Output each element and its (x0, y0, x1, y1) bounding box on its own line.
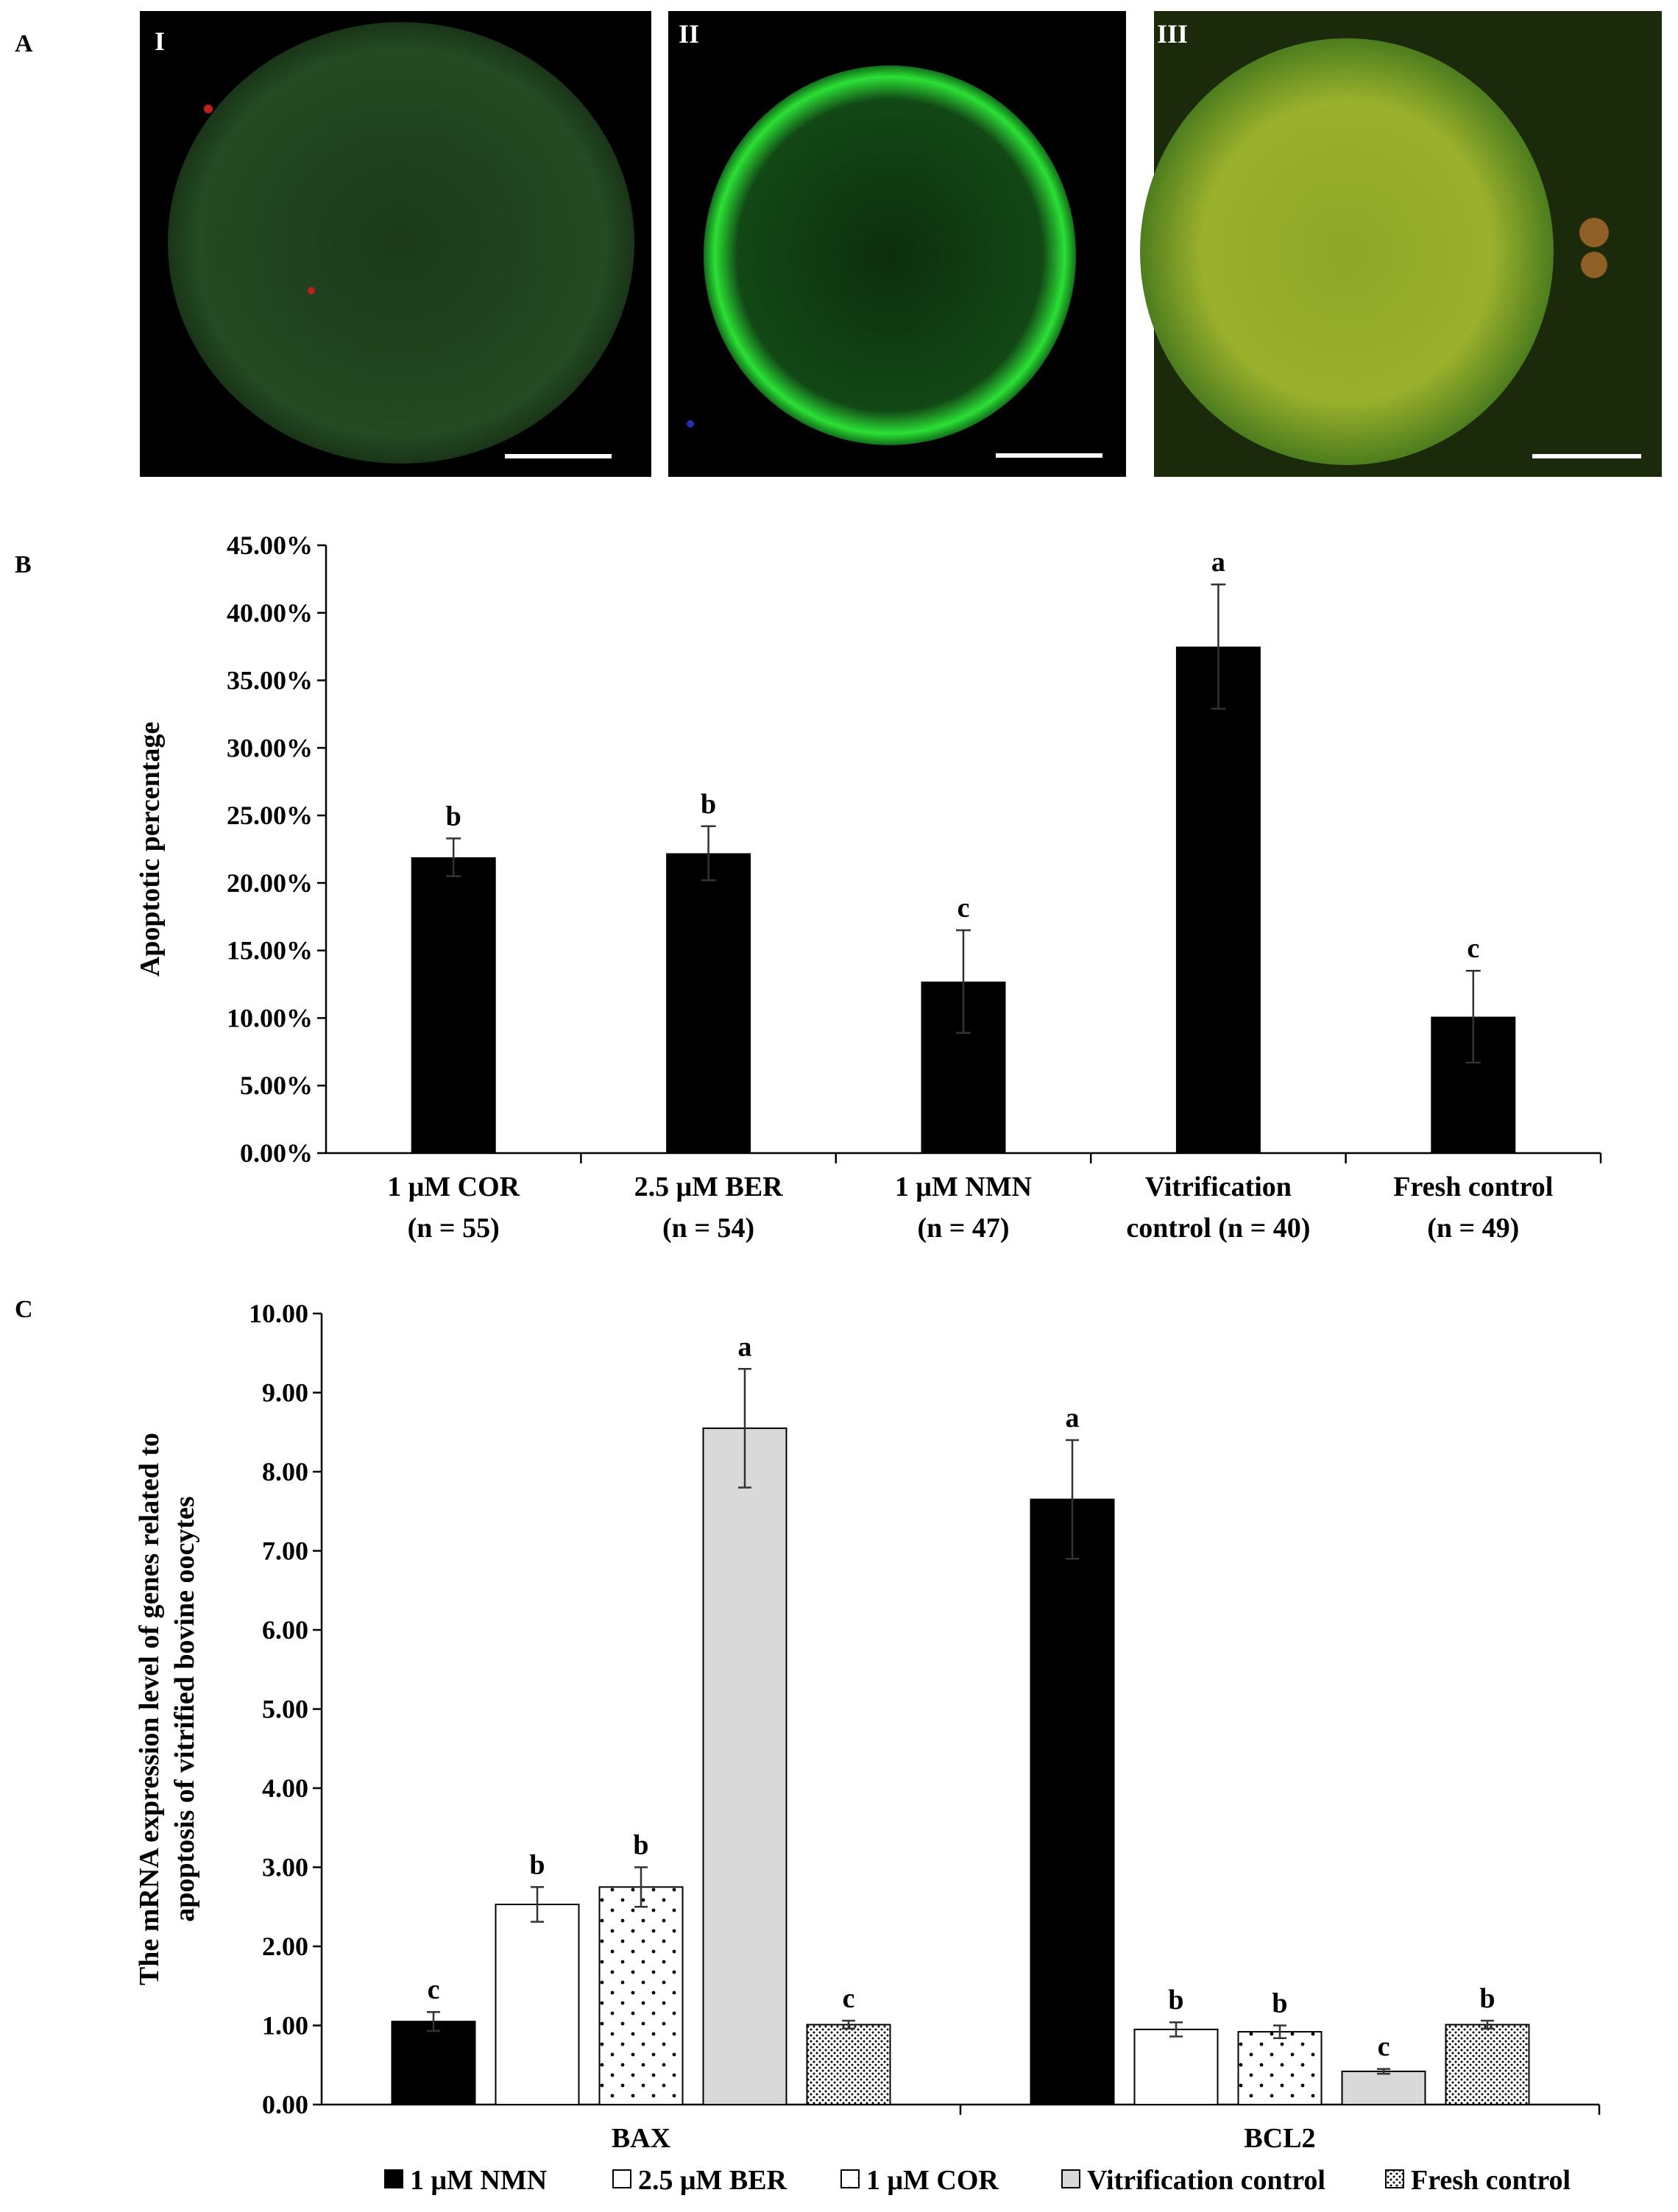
y-tick-label-b: 25.00% (227, 801, 313, 830)
x-category-label-b: (n = 49) (1427, 1213, 1519, 1244)
y-tick-label-b: 15.00% (227, 936, 313, 965)
x-category-label-b: (n = 54) (662, 1213, 754, 1244)
y-tick-label-b: 5.00% (240, 1071, 313, 1100)
bar-b (1175, 646, 1261, 1153)
legend-swatch (1061, 2169, 1080, 2188)
y-tick-label-c: 5.00 (262, 1695, 308, 1724)
bar-c (1445, 2024, 1530, 2106)
micrograph-ii: II (668, 11, 1126, 477)
significance-letter-b: b (701, 789, 716, 820)
micrograph-label-iii: III (1157, 19, 1188, 49)
y-tick-label-c: 10.00 (249, 1299, 308, 1328)
x-category-label-b: Vitrification (1145, 1171, 1292, 1202)
scale-bar-ii (996, 453, 1102, 458)
x-category-label-c: BAX (612, 2123, 670, 2154)
x-category-label-b: Fresh control (1393, 1171, 1553, 1202)
significance-letter-c: c (428, 1974, 440, 2005)
y-tick-label-c: 1.00 (262, 2011, 308, 2041)
x-category-label-b: control (n = 40) (1126, 1213, 1310, 1244)
y-tick-label-c: 3.00 (262, 1853, 308, 1882)
legend-swatch (1385, 2169, 1404, 2188)
bar-c (702, 1427, 787, 2105)
y-axis-title-c: The mRNA expression level of genes relat… (134, 1433, 165, 1985)
micrograph-iii: III (1140, 11, 1662, 477)
significance-letter-c: b (1168, 1985, 1183, 2016)
oocyte-i (168, 22, 634, 464)
bar-c (598, 1886, 684, 2105)
chart-b: 0.00% 5.00% 10.00% 15.00% 20.00% 25.00% 30.00%… (135, 531, 1602, 1244)
panel-label-a: A (15, 30, 33, 57)
bar-c (1341, 2070, 1426, 2106)
y-axis-title-b: Apoptotic percentage (135, 722, 166, 977)
micrograph-label-i: I (155, 26, 165, 56)
legend-label: 1 μM COR (866, 2165, 999, 2196)
micrograph-i: I (140, 11, 651, 477)
panel-label-b: B (15, 551, 32, 578)
significance-letter-c: b (633, 1830, 648, 1861)
x-category-label-b: 2.5 μM BER (634, 1171, 784, 1202)
significance-letter-c: c (1378, 2032, 1390, 2063)
bar-c (391, 2021, 476, 2105)
bar-c (1237, 2031, 1323, 2106)
legend-label: Fresh control (1411, 2165, 1571, 2196)
significance-letter-c: c (843, 1983, 855, 2014)
y-tick-label-c: 0.00 (262, 2090, 308, 2119)
x-category-label-b: (n = 47) (917, 1213, 1009, 1244)
significance-letter-c: a (1066, 1403, 1080, 1433)
bar-b (411, 857, 496, 1153)
legend-label: 1 μM NMN (410, 2165, 547, 2196)
x-category-label-b: 1 μM NMN (895, 1171, 1032, 1202)
legend-swatch (384, 2169, 403, 2188)
significance-letter-b: c (957, 893, 970, 924)
micrograph-label-ii: II (679, 19, 699, 49)
legend-swatch (612, 2169, 631, 2188)
significance-letter-b: b (446, 801, 461, 832)
x-category-label-c: BCL2 (1244, 2123, 1315, 2154)
y-tick-label-b: 45.00% (227, 531, 313, 560)
y-tick-label-b: 0.00% (240, 1138, 313, 1168)
significance-letter-b: c (1467, 933, 1479, 964)
y-tick-label-c: 9.00 (262, 1378, 308, 1408)
bar-b (666, 853, 751, 1153)
legend-label: Vitrification control (1087, 2165, 1325, 2196)
y-tick-label-c: 2.00 (262, 1932, 308, 1961)
chart-c: 0.00 1.00 2.00 3.00 4.00 5.00 6.00 7.00 8.00 9.00… (134, 1299, 1601, 2196)
significance-letter-b: a (1211, 547, 1225, 578)
bar-c (495, 1904, 580, 2105)
y-tick-label-c: 6.00 (262, 1615, 308, 1645)
y-tick-label-c: 8.00 (262, 1457, 308, 1486)
y-tick-label-c: 4.00 (262, 1773, 308, 1803)
bar-c (1133, 2028, 1219, 2105)
panel-label-c: C (15, 1296, 33, 1323)
oocyte-ii (704, 65, 1076, 445)
significance-letter-c: b (1479, 1983, 1495, 2014)
y-tick-label-b: 20.00% (227, 868, 313, 898)
legend-label: 2.5 μM BER (638, 2165, 787, 2196)
y-axis-title-c: apoptosis of vitrified bovine oocytes (169, 1496, 200, 1921)
x-category-label-b: 1 μM COR (387, 1171, 520, 1202)
x-category-label-b: (n = 55) (408, 1213, 500, 1244)
significance-letter-c: b (529, 1849, 545, 1880)
y-tick-label-b: 40.00% (227, 598, 313, 628)
oocyte-iii (1140, 38, 1554, 465)
bar-c (806, 2024, 891, 2106)
significance-letter-c: a (738, 1331, 752, 1362)
y-tick-label-c: 7.00 (262, 1536, 308, 1566)
y-tick-label-b: 10.00% (227, 1003, 313, 1032)
legend-swatch (840, 2169, 860, 2188)
significance-letter-c: b (1272, 1988, 1287, 2019)
scale-bar-iii (1532, 454, 1641, 458)
y-tick-label-b: 30.00% (227, 733, 313, 762)
bar-c (1030, 1498, 1115, 2105)
y-tick-label-b: 35.00% (227, 666, 313, 695)
scale-bar-i (505, 454, 612, 458)
